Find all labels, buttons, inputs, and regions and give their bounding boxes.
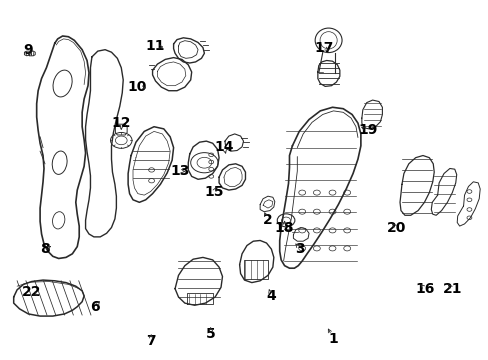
Text: 16: 16 [415, 282, 434, 296]
Text: 11: 11 [145, 39, 165, 53]
Text: 1: 1 [328, 332, 338, 346]
Text: 5: 5 [206, 327, 216, 341]
Text: 19: 19 [357, 123, 377, 137]
Text: 22: 22 [22, 285, 41, 299]
Text: 8: 8 [40, 242, 50, 256]
Text: 14: 14 [214, 140, 233, 154]
Text: 18: 18 [274, 221, 294, 234]
Text: 3: 3 [295, 242, 305, 256]
Text: 4: 4 [266, 289, 276, 303]
Text: 6: 6 [90, 300, 100, 314]
Text: 17: 17 [313, 41, 333, 54]
Text: 10: 10 [127, 80, 146, 94]
Text: 12: 12 [111, 116, 131, 130]
Text: 9: 9 [23, 43, 33, 57]
Text: 15: 15 [204, 185, 224, 198]
Text: 13: 13 [170, 164, 189, 178]
Text: 20: 20 [386, 221, 405, 234]
Text: 7: 7 [145, 334, 155, 348]
Text: 21: 21 [442, 282, 461, 296]
Text: 2: 2 [263, 213, 272, 226]
